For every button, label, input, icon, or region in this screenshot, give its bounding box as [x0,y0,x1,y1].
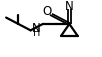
Text: O: O [42,5,52,18]
Text: N: N [65,0,74,13]
Text: N: N [32,21,41,34]
Text: H: H [33,28,40,38]
